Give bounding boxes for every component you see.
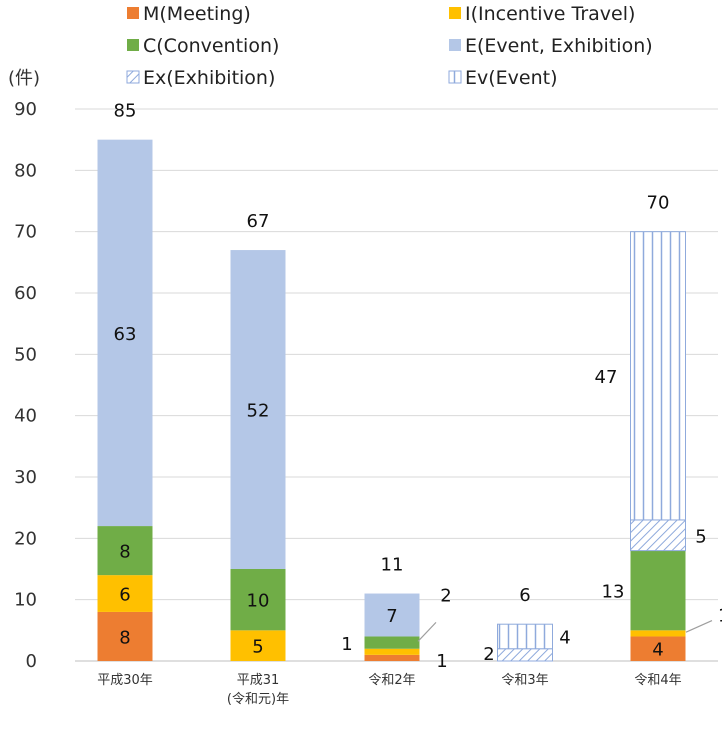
data-label: 10 xyxy=(247,591,270,612)
legend-swatch xyxy=(126,70,140,84)
bar-segment-I xyxy=(230,630,286,661)
bar-segment-C xyxy=(364,636,420,649)
legend-label: Ev(Event) xyxy=(465,67,558,89)
x-category-label: 平成30年 xyxy=(97,673,153,688)
x-category-label: (令和元)年 xyxy=(227,692,289,707)
bar-segment-I xyxy=(630,630,686,637)
bars xyxy=(97,139,686,662)
data-label: 4 xyxy=(652,640,663,661)
y-tick-label: 60 xyxy=(14,283,37,304)
legend-swatch xyxy=(127,39,139,51)
grid-lines xyxy=(75,108,718,662)
data-label: 47 xyxy=(595,367,618,388)
legend-label: I(Incentive Travel) xyxy=(465,3,635,25)
total-label: 70 xyxy=(647,193,670,214)
legend-label: Ex(Exhibition) xyxy=(143,67,275,89)
data-label: 5 xyxy=(252,637,263,658)
bar-segment-Ex xyxy=(497,648,553,662)
y-tick-label: 90 xyxy=(14,99,37,120)
leader-line xyxy=(685,619,713,633)
legend-swatch xyxy=(449,7,461,19)
legend-swatch xyxy=(449,39,461,51)
total-label: 6 xyxy=(519,585,530,606)
bar-segment-E xyxy=(364,593,420,637)
bar-segment-C xyxy=(97,526,153,576)
legend-swatch xyxy=(127,7,139,19)
legend-label: M(Meeting) xyxy=(143,3,251,25)
x-axis-categories: 平成30年 平成31 (令和元)年 令和2年 令和3年 令和4年 xyxy=(97,673,681,707)
total-label: 67 xyxy=(247,211,270,232)
bar-segment-Ev xyxy=(630,231,686,521)
total-label: 85 xyxy=(114,101,137,122)
bar-segment-M xyxy=(97,611,153,661)
data-label: 4 xyxy=(559,627,570,648)
bar-segment-C xyxy=(230,569,286,631)
y-axis-ticks: 0 10 20 30 40 50 60 70 80 90 xyxy=(14,99,37,672)
data-labels: 86863510521127244113547856711670 xyxy=(114,101,722,672)
data-label: 7 xyxy=(386,606,397,627)
bar-segment-E xyxy=(97,139,153,527)
data-label: 52 xyxy=(247,401,270,422)
legend-label: C(Convention) xyxy=(143,35,279,57)
bar-segment-Ex xyxy=(630,519,686,552)
data-label: 2 xyxy=(483,644,494,665)
legend-label: E(Event, Exhibition) xyxy=(465,35,653,57)
bar-segment-Ev xyxy=(497,623,553,650)
leader-line xyxy=(417,621,437,642)
data-label: 13 xyxy=(602,581,625,602)
bar-segment-E xyxy=(230,250,286,570)
data-label: 8 xyxy=(119,627,130,648)
y-tick-label: 70 xyxy=(14,222,37,243)
y-axis-unit-label: (件) xyxy=(8,68,40,89)
data-label: 5 xyxy=(695,526,706,547)
y-tick-label: 30 xyxy=(14,467,37,488)
y-tick-label: 40 xyxy=(14,406,37,427)
data-label: 1 xyxy=(436,651,447,672)
data-label: 8 xyxy=(119,542,130,563)
y-tick-label: 50 xyxy=(14,344,37,365)
bar-segment-I xyxy=(97,575,153,612)
x-category-label: 令和4年 xyxy=(634,673,681,688)
data-label: 1 xyxy=(341,634,352,655)
data-label: 6 xyxy=(119,585,130,606)
total-label: 11 xyxy=(381,555,404,576)
y-tick-label: 10 xyxy=(14,590,37,611)
x-category-label: 令和2年 xyxy=(368,673,415,688)
x-category-label: 平成31 xyxy=(237,673,280,688)
y-tick-label: 20 xyxy=(14,528,37,549)
data-label: 2 xyxy=(440,586,451,607)
x-category-label: 令和3年 xyxy=(501,673,548,688)
bar-segment-C xyxy=(630,550,686,631)
data-label: 63 xyxy=(114,324,137,345)
data-label: 1 xyxy=(718,606,722,627)
legend-swatch xyxy=(448,70,462,84)
bar-segment-M xyxy=(364,654,420,661)
bar-segment-M xyxy=(630,636,686,661)
y-tick-label: 0 xyxy=(26,651,37,672)
y-tick-label: 80 xyxy=(14,160,37,181)
bar-segment-I xyxy=(364,648,420,655)
legend: M(Meeting) I(Incentive Travel) C(Conventio… xyxy=(126,3,653,89)
